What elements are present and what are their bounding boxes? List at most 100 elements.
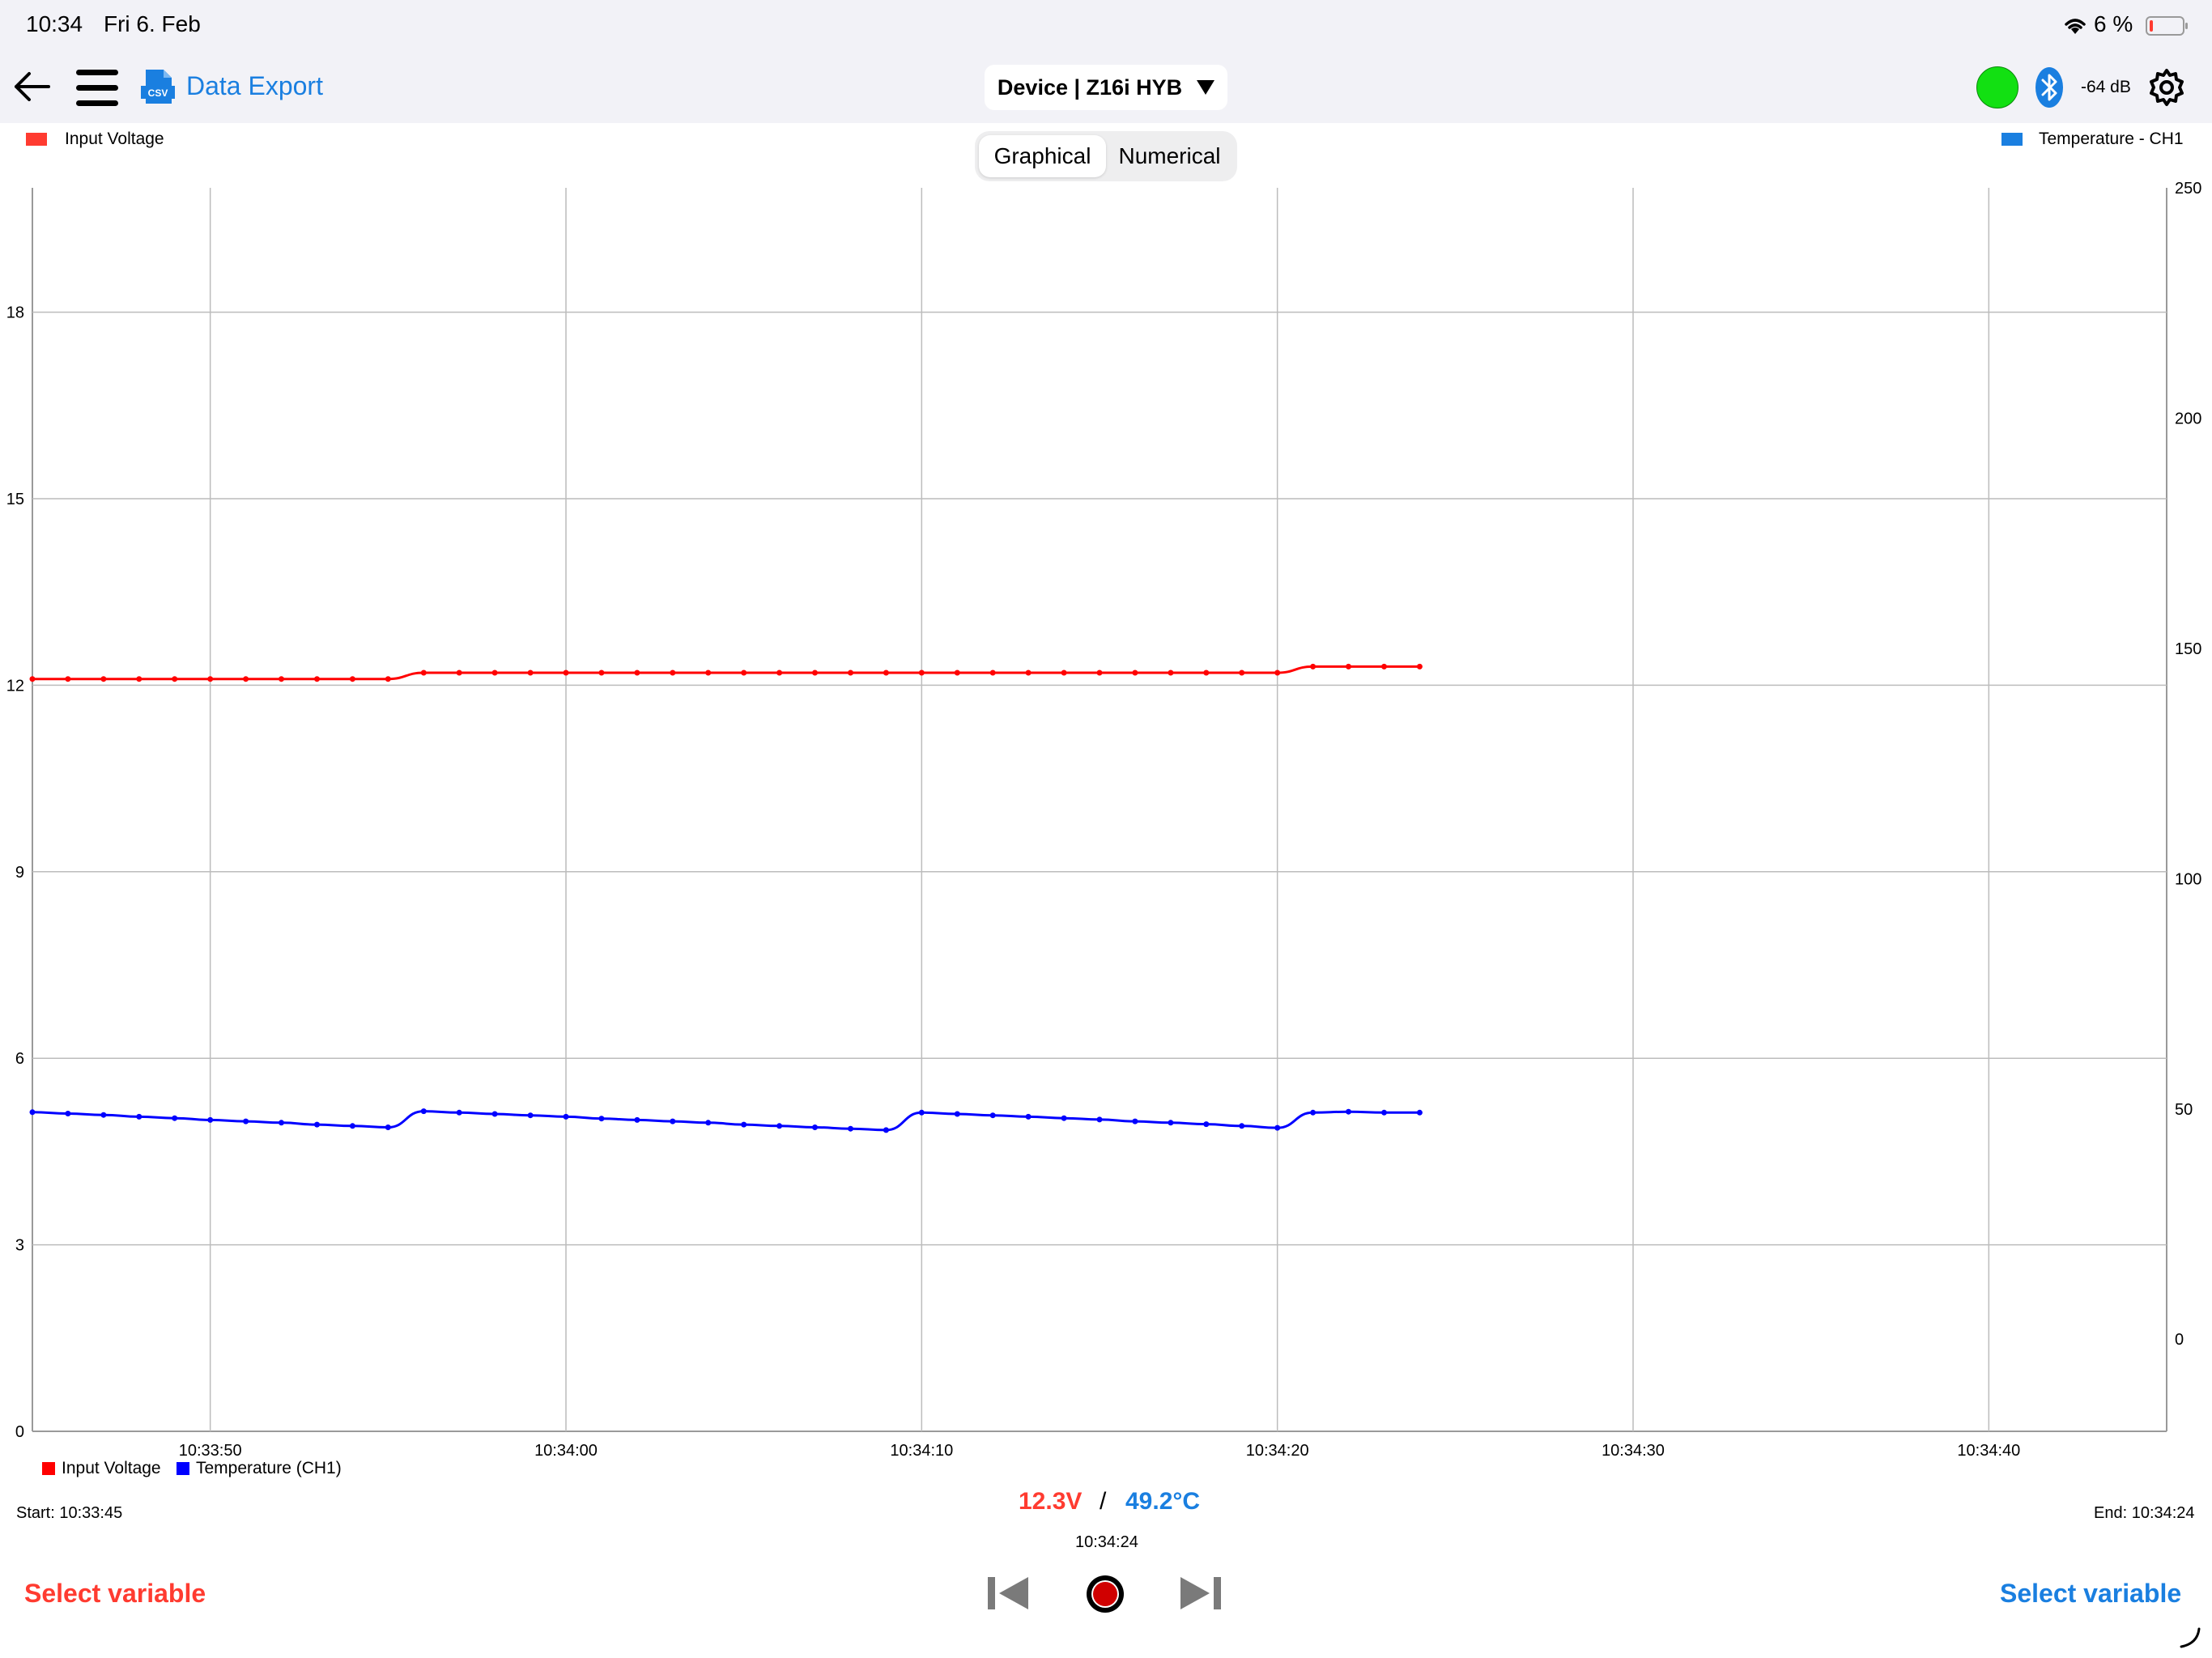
data-point-input-voltage xyxy=(349,676,355,682)
skip-to-start-icon[interactable] xyxy=(988,1575,1030,1611)
dropdown-triangle-icon xyxy=(1197,80,1215,95)
data-point-input-voltage xyxy=(1203,670,1210,676)
data-point-input-voltage xyxy=(1025,670,1032,676)
data-point-input-voltage xyxy=(136,676,143,682)
cursor-time: 10:34:24 xyxy=(1075,1533,1138,1551)
data-point-input-voltage xyxy=(670,670,676,676)
data-point-temperature xyxy=(527,1112,534,1119)
data-point-input-voltage xyxy=(812,670,818,676)
data-point-temperature xyxy=(812,1124,818,1130)
data-point-input-voltage xyxy=(883,670,889,676)
data-point-temperature xyxy=(989,1112,996,1119)
data-point-input-voltage xyxy=(100,676,107,682)
range-end: End: 10:34:24 xyxy=(2094,1504,2195,1522)
csv-file-icon[interactable]: CSV xyxy=(141,68,175,105)
tab-graphical[interactable]: Graphical xyxy=(979,135,1106,177)
legend-bottom-temperature-swatch xyxy=(177,1462,189,1475)
data-point-input-voltage xyxy=(954,670,960,676)
data-point-temperature xyxy=(1132,1118,1138,1124)
data-point-input-voltage xyxy=(1381,663,1387,670)
device-label: Device | Z16i HYB xyxy=(997,74,1183,100)
data-point-temperature xyxy=(1096,1116,1103,1123)
back-arrow-icon[interactable] xyxy=(11,70,52,104)
data-point-temperature xyxy=(65,1111,71,1116)
y-left-tick-label: 3 xyxy=(15,1237,24,1255)
data-point-temperature xyxy=(100,1112,107,1118)
y-left-tick-label: 18 xyxy=(6,304,24,322)
legend-input-voltage-label: Input Voltage xyxy=(65,130,164,148)
data-point-temperature xyxy=(1168,1120,1174,1126)
legend-input-voltage-swatch xyxy=(26,133,47,146)
legend-temperature-swatch xyxy=(2001,133,2023,146)
signal-strength: -64 dB xyxy=(2081,78,2131,96)
data-point-temperature xyxy=(954,1111,960,1117)
data-point-input-voltage xyxy=(1096,670,1103,676)
data-point-temperature xyxy=(243,1118,249,1124)
x-tick-label: 10:34:40 xyxy=(1957,1442,2020,1460)
y-right-tick-label: 50 xyxy=(2175,1101,2193,1119)
data-point-input-voltage xyxy=(1239,670,1245,676)
data-point-temperature xyxy=(670,1118,676,1124)
data-point-input-voltage xyxy=(491,670,498,676)
data-point-temperature xyxy=(1061,1115,1067,1121)
data-point-input-voltage xyxy=(1061,670,1067,676)
data-point-temperature xyxy=(279,1120,284,1126)
wifi-icon xyxy=(2065,19,2086,34)
temperature-readout: 49.2°C xyxy=(1125,1488,1201,1515)
data-point-temperature xyxy=(314,1121,320,1128)
data-point-temperature xyxy=(563,1113,569,1120)
data-point-temperature xyxy=(1346,1108,1351,1115)
bluetooth-icon[interactable] xyxy=(2034,66,2065,108)
csv-label: CSV xyxy=(148,87,168,99)
view-toggle[interactable]: Graphical Numerical xyxy=(975,131,1237,181)
skip-to-end-icon[interactable] xyxy=(1179,1575,1221,1611)
data-point-input-voltage xyxy=(1274,670,1281,676)
tab-numerical[interactable]: Numerical xyxy=(1118,143,1221,168)
data-point-input-voltage xyxy=(172,676,178,682)
x-tick-label: 10:34:00 xyxy=(534,1442,598,1460)
data-point-input-voltage xyxy=(29,676,36,682)
y-left-tick-label: 0 xyxy=(15,1423,24,1441)
data-point-input-voltage xyxy=(65,676,71,682)
readout-separator: / xyxy=(1100,1488,1107,1515)
x-tick-label: 10:34:20 xyxy=(1246,1442,1309,1460)
select-variable-right-button[interactable]: Select variable xyxy=(2000,1579,2182,1608)
data-point-temperature xyxy=(634,1116,640,1123)
data-point-input-voltage xyxy=(279,676,284,682)
data-point-temperature xyxy=(420,1108,427,1115)
data-point-temperature xyxy=(776,1123,783,1129)
menu-icon[interactable] xyxy=(76,70,118,107)
gear-icon[interactable] xyxy=(2147,68,2186,107)
data-point-temperature xyxy=(598,1116,605,1122)
data-point-temperature xyxy=(349,1123,355,1129)
data-point-input-voltage xyxy=(420,670,427,676)
legend-temperature-label: Temperature - CH1 xyxy=(2039,130,2184,148)
device-selector[interactable]: Device | Z16i HYB xyxy=(985,65,1227,110)
y-left-tick-label: 12 xyxy=(6,677,24,695)
data-point-input-voltage xyxy=(1310,663,1317,670)
data-export-button[interactable]: Data Export xyxy=(186,71,323,100)
data-point-input-voltage xyxy=(634,670,640,676)
x-tick-label: 10:33:50 xyxy=(179,1442,242,1460)
resize-handle-icon[interactable] xyxy=(2178,1626,2202,1650)
data-point-temperature xyxy=(172,1115,178,1121)
data-point-input-voltage xyxy=(598,670,605,676)
data-point-temperature xyxy=(848,1125,853,1132)
data-point-input-voltage xyxy=(918,670,925,676)
x-tick-label: 10:34:30 xyxy=(1602,1442,1665,1460)
legend-bottom-voltage-label: Input Voltage xyxy=(62,1459,161,1477)
y-right-tick-label: 250 xyxy=(2175,180,2201,198)
record-button[interactable] xyxy=(1085,1574,1125,1614)
data-point-temperature xyxy=(741,1121,747,1128)
data-point-input-voltage xyxy=(207,676,214,682)
x-tick-label: 10:34:10 xyxy=(890,1442,953,1460)
y-right-tick-label: 200 xyxy=(2175,410,2201,427)
data-point-temperature xyxy=(1416,1109,1423,1116)
data-point-temperature xyxy=(385,1124,391,1130)
data-point-temperature xyxy=(456,1109,462,1116)
voltage-readout: 12.3V xyxy=(1019,1488,1083,1515)
select-variable-left-button[interactable]: Select variable xyxy=(24,1579,206,1608)
data-point-temperature xyxy=(1239,1123,1245,1129)
data-point-input-voltage xyxy=(563,670,569,676)
